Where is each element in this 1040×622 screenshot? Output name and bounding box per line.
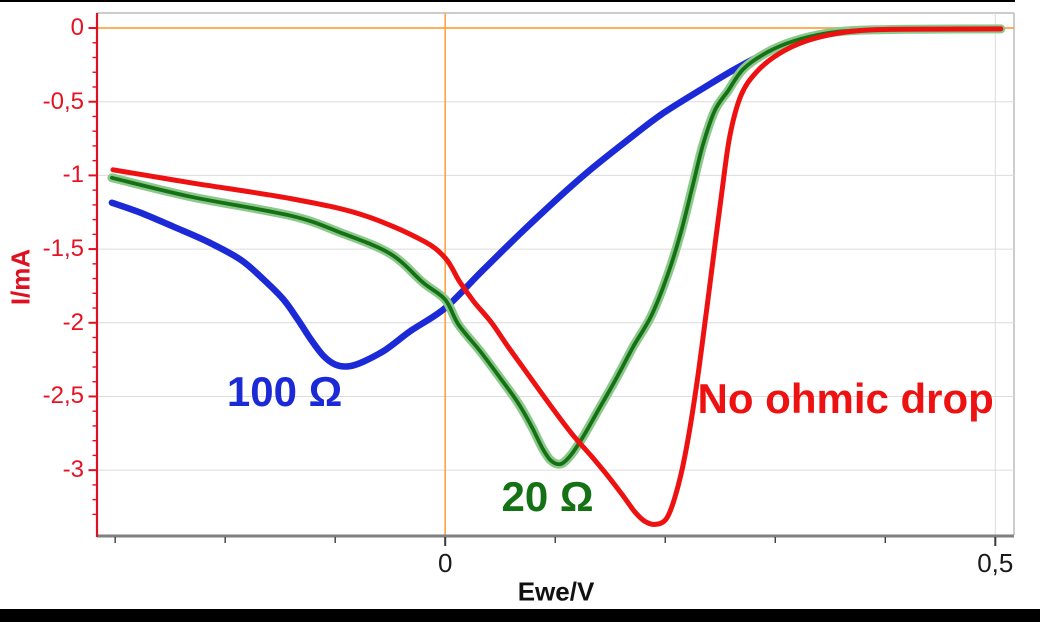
bottom-black-border [0,609,1040,622]
curve-label-20-ohm: 20 Ω [501,472,594,520]
y-axis-title: I/mA [5,248,36,306]
x-axis-title: Ewe/V [517,576,595,607]
y-tick-label: -1 [62,161,84,189]
curve-100-ohm [108,25,1005,370]
y-tick-label: -2,5 [42,382,84,410]
curve-20-ohm [110,27,1003,467]
y-tick-label: -1,5 [42,235,84,263]
y-tick-label: -2 [62,308,84,336]
y-tick-label: -0,5 [42,87,84,115]
x-tick-label: 0,5 [977,548,1014,578]
curve-label-no-ohmic-drop: No ohmic drop [697,375,994,423]
x-tick-label: 0 [437,548,453,578]
curve-no-ohmic-drop [110,26,1004,527]
y-tick-label: -3 [62,456,84,484]
curve-label-100-ohm: 100 Ω [226,368,343,416]
y-tick-label: 0 [70,14,84,42]
top-black-border [0,0,1015,2]
